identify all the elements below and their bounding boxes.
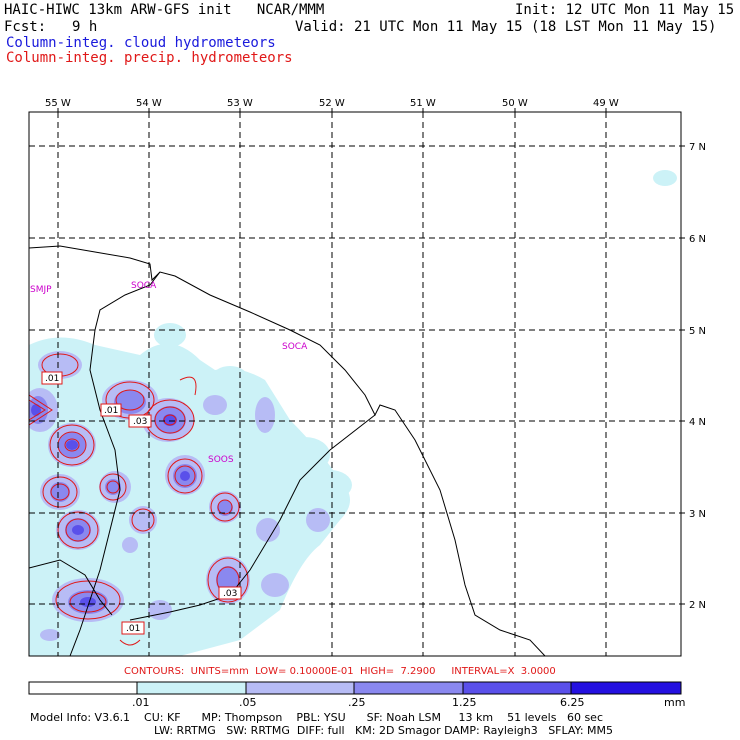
cloud-field-fill — [29, 170, 677, 656]
lat-label: 2 N — [689, 600, 706, 611]
colorbar — [28, 681, 682, 695]
contour-labels: .01 .01 .03 .03 .01 — [41, 371, 242, 635]
model-info-line2: LW: RRTMG SW: RRTMG DIFF: full KM: 2D Sm… — [154, 724, 614, 737]
contour-label: .01 — [104, 406, 118, 416]
map-title: HAIC-HIWC 13km ARW-GFS init NCAR/MMM — [4, 2, 325, 18]
station-smjp: SMJP — [30, 285, 52, 295]
lat-label: 3 N — [689, 509, 706, 520]
map-frame — [28, 111, 682, 657]
lat-label: 4 N — [689, 417, 706, 428]
tick-marks — [57, 108, 685, 605]
lon-label: 54 W — [136, 98, 162, 109]
lat-label: 5 N — [689, 326, 706, 337]
contours-info: CONTOURS: UNITS=mm LOW= 0.10000E-01 HIGH… — [124, 666, 556, 677]
graticule — [29, 112, 681, 656]
lat-label: 6 N — [689, 234, 706, 245]
lat-label: 7 N — [689, 142, 706, 153]
model-info-line1: Model Info: V3.6.1 CU: KF MP: Thompson P… — [30, 711, 603, 724]
precip-contours — [29, 353, 249, 646]
lon-label: 51 W — [410, 98, 436, 109]
contour-label: .03 — [133, 417, 147, 427]
field-precip-hydrometeors: Column-integ. precip. hydrometeors — [6, 50, 293, 66]
lon-label: 50 W — [502, 98, 528, 109]
field-cloud-hydrometeors: Column-integ. cloud hydrometeors — [6, 35, 276, 51]
colorbar-tick: 1.25 — [452, 696, 477, 709]
station-labels: SMJP SOCA SOCA SOOS — [30, 281, 308, 465]
station-soos: SOOS — [208, 455, 234, 465]
lon-label: 55 W — [45, 98, 71, 109]
contour-label: .01 — [126, 624, 140, 634]
lon-label: 52 W — [319, 98, 345, 109]
colorbar-ticks: .01 .05 .25 1.25 6.25 mm — [132, 696, 685, 709]
colorbar-tick: .01 — [132, 696, 150, 709]
station-soca-west: SOCA — [131, 281, 157, 291]
forecast-label: Fcst: — [4, 19, 47, 35]
station-soca: SOCA — [282, 342, 308, 352]
lon-label: 53 W — [227, 98, 253, 109]
valid-time: Valid: 21 UTC Mon 11 May 15 (18 LST Mon … — [295, 19, 717, 35]
contour-label: .01 — [45, 374, 59, 384]
coastline-borders — [29, 245, 546, 656]
colorbar-tick: 6.25 — [560, 696, 585, 709]
colorbar-unit: mm — [664, 696, 685, 709]
lon-label: 49 W — [593, 98, 619, 109]
init-time: Init: 12 UTC Mon 11 May 15 — [515, 2, 735, 18]
forecast-hour: 9 h — [72, 19, 98, 35]
contour-label: .03 — [223, 589, 237, 599]
lon-labels: 55 W 54 W 53 W 52 W 51 W 50 W 49 W — [45, 98, 619, 109]
colorbar-tick: .05 — [239, 696, 257, 709]
lat-labels: 7 N 6 N 5 N 4 N 3 N 2 N — [689, 142, 706, 611]
colorbar-tick: .25 — [348, 696, 366, 709]
